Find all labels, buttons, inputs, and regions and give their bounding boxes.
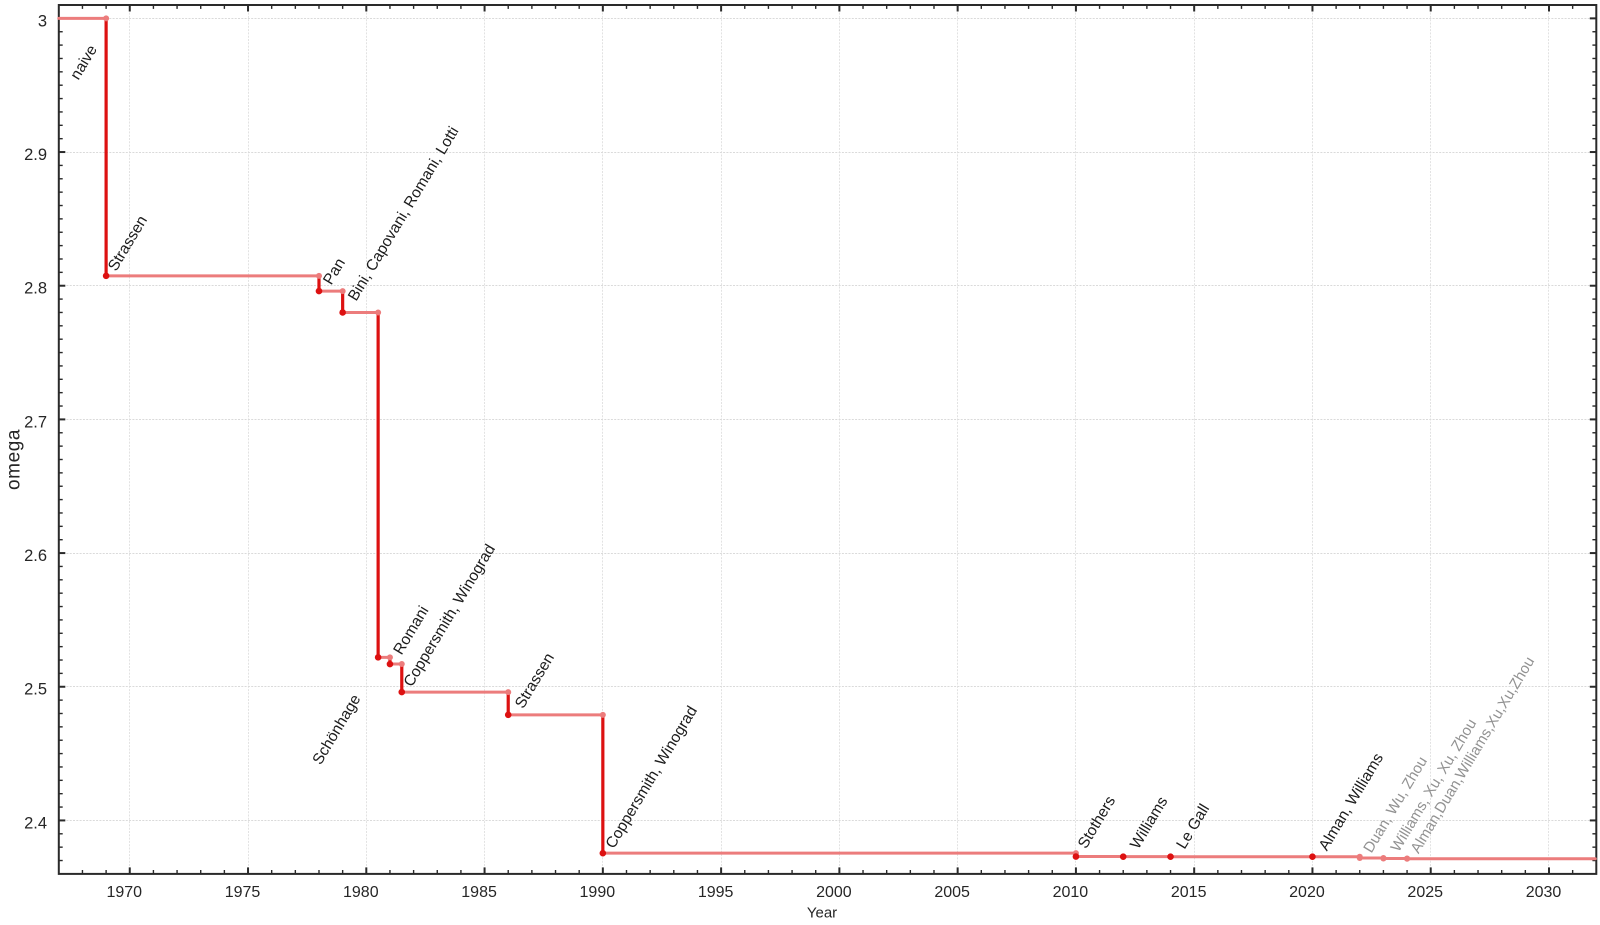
svg-text:2.7: 2.7: [24, 413, 47, 431]
svg-text:3: 3: [38, 12, 47, 30]
svg-text:1980: 1980: [343, 884, 379, 901]
svg-text:Year: Year: [807, 905, 837, 921]
svg-text:2030: 2030: [1526, 884, 1562, 901]
svg-text:2.6: 2.6: [24, 547, 47, 565]
svg-text:1990: 1990: [580, 884, 616, 901]
svg-text:2015: 2015: [1171, 884, 1207, 901]
svg-text:1995: 1995: [698, 884, 734, 901]
svg-text:2010: 2010: [1053, 884, 1089, 901]
svg-text:omega: omega: [4, 429, 25, 490]
svg-text:2020: 2020: [1289, 884, 1325, 901]
svg-text:1970: 1970: [106, 884, 142, 901]
svg-text:2.4: 2.4: [24, 814, 47, 832]
svg-text:1975: 1975: [225, 884, 261, 901]
svg-text:2025: 2025: [1407, 884, 1443, 901]
svg-text:2.5: 2.5: [24, 681, 47, 699]
svg-text:2.8: 2.8: [24, 280, 47, 298]
svg-text:2.9: 2.9: [24, 146, 47, 164]
svg-text:1985: 1985: [461, 884, 497, 901]
svg-text:2005: 2005: [934, 884, 970, 901]
svg-text:2000: 2000: [816, 884, 852, 901]
